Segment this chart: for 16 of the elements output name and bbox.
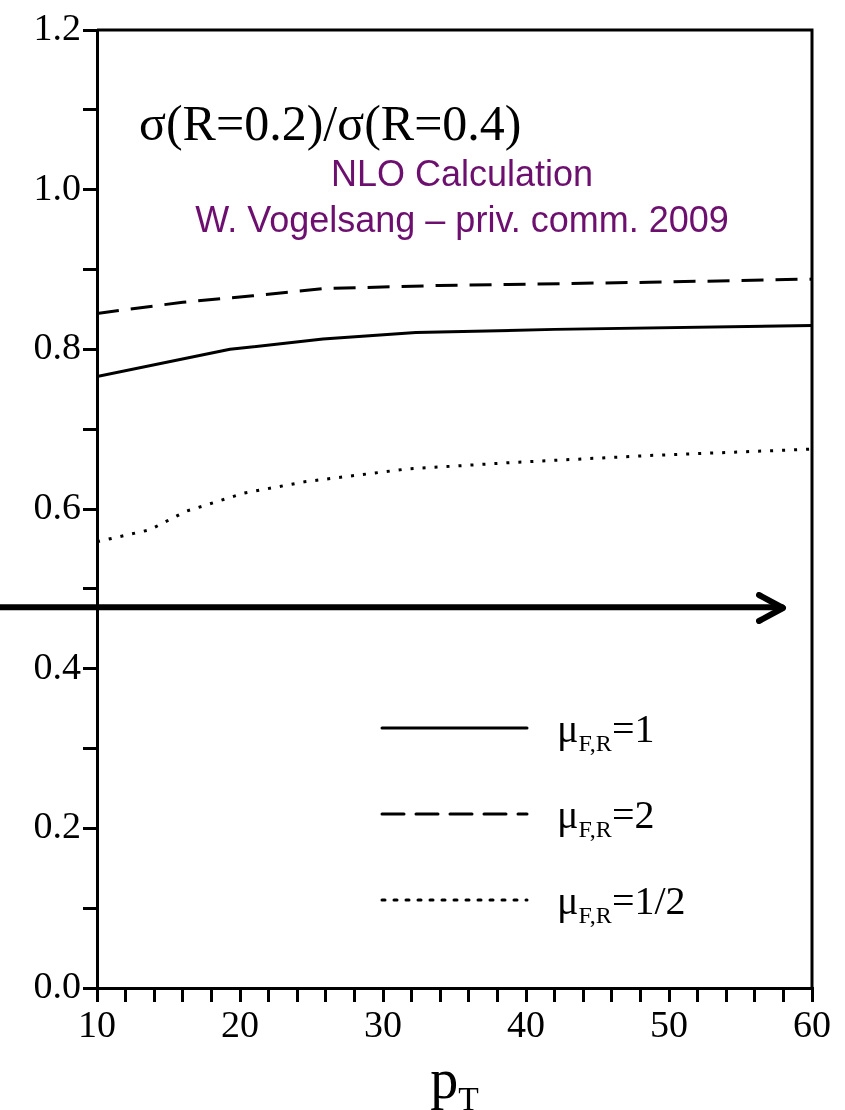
- y-tick-label: 1.0: [33, 165, 81, 208]
- y-tick-label: 0.6: [33, 484, 81, 527]
- y-tick-label: 0.8: [33, 325, 81, 368]
- x-tick-label: 30: [364, 1002, 402, 1045]
- annotation: NLO Calculation: [330, 153, 594, 194]
- x-tick-label: 60: [793, 1002, 831, 1045]
- y-tick-label: 1.2: [33, 5, 81, 48]
- x-tick-label: 10: [78, 1002, 116, 1045]
- y-tick-label: 0.0: [33, 963, 81, 1006]
- text: σ(R=0.2)/σ(R=0.4): [139, 95, 522, 151]
- annotation: W. Vogelsang – priv. comm. 2009: [195, 199, 729, 240]
- y-tick-label: 0.4: [33, 644, 81, 687]
- x-tick-label: 50: [650, 1002, 688, 1045]
- x-tick-label: 40: [507, 1002, 545, 1045]
- x-tick-label: 20: [221, 1002, 259, 1045]
- y-tick-label: 0.2: [33, 804, 81, 847]
